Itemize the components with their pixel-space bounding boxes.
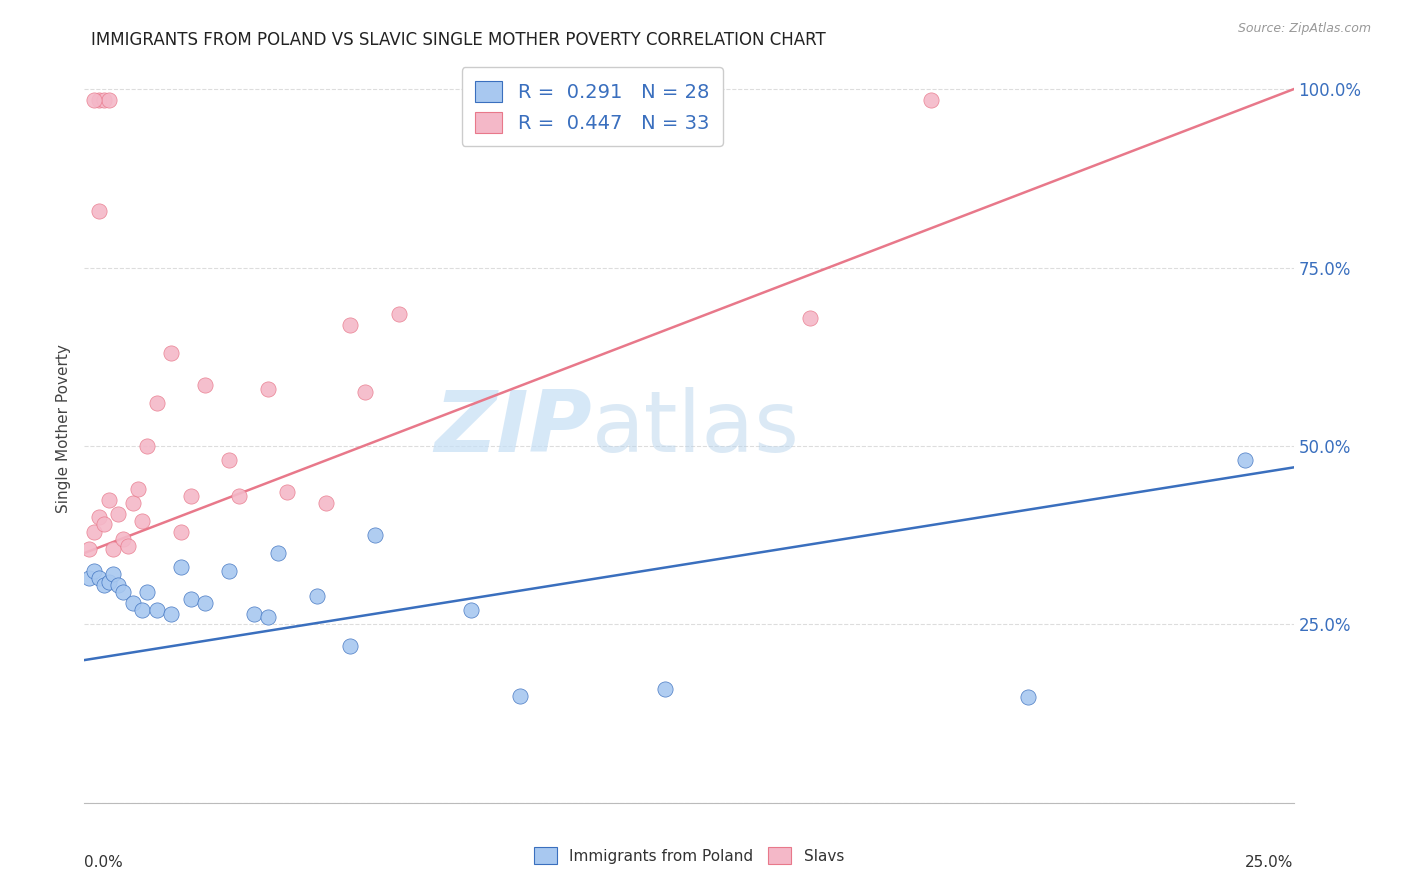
Point <box>136 439 159 453</box>
Point <box>305 589 328 603</box>
Point <box>276 485 298 500</box>
Point <box>194 378 217 392</box>
Point <box>242 607 264 621</box>
Point <box>146 396 169 410</box>
Point <box>87 93 110 107</box>
Point <box>267 546 290 560</box>
Point <box>388 307 411 321</box>
Point <box>920 93 942 107</box>
Point <box>654 681 676 696</box>
Point <box>460 603 482 617</box>
Point <box>228 489 250 503</box>
Point <box>160 607 183 621</box>
Text: ZIP: ZIP <box>434 386 592 470</box>
Point <box>509 689 531 703</box>
Point <box>117 539 139 553</box>
Point <box>97 93 120 107</box>
Point <box>77 542 100 557</box>
Point <box>354 385 377 400</box>
Point <box>339 639 361 653</box>
Point <box>257 382 280 396</box>
Point <box>170 524 193 539</box>
Point <box>121 496 143 510</box>
Point <box>127 482 149 496</box>
Point <box>93 93 115 107</box>
Point <box>146 603 169 617</box>
Point <box>194 596 217 610</box>
Point <box>87 203 110 218</box>
Point <box>339 318 361 332</box>
Point <box>131 514 153 528</box>
Point <box>87 571 110 585</box>
Point <box>107 507 129 521</box>
Point <box>1017 690 1039 705</box>
Point <box>136 585 159 599</box>
Point <box>180 592 202 607</box>
Point <box>180 489 202 503</box>
Point <box>83 93 105 107</box>
Point <box>93 517 115 532</box>
Point <box>315 496 337 510</box>
Point <box>112 585 135 599</box>
Point <box>93 578 115 592</box>
Text: 25.0%: 25.0% <box>1246 855 1294 871</box>
Point <box>87 510 110 524</box>
Point <box>218 453 240 467</box>
Point <box>83 524 105 539</box>
Point <box>257 610 280 624</box>
Legend: Immigrants from Poland, Slavs: Immigrants from Poland, Slavs <box>527 841 851 870</box>
Point <box>103 542 125 557</box>
Point <box>363 528 385 542</box>
Point <box>107 578 129 592</box>
Point <box>799 310 821 325</box>
Point <box>83 564 105 578</box>
Text: IMMIGRANTS FROM POLAND VS SLAVIC SINGLE MOTHER POVERTY CORRELATION CHART: IMMIGRANTS FROM POLAND VS SLAVIC SINGLE … <box>91 31 827 49</box>
Point <box>97 574 120 589</box>
Point <box>131 603 153 617</box>
Point <box>121 596 143 610</box>
Point <box>160 346 183 360</box>
Point <box>77 571 100 585</box>
Point <box>170 560 193 574</box>
Point <box>103 567 125 582</box>
Y-axis label: Single Mother Poverty: Single Mother Poverty <box>56 343 72 513</box>
Text: atlas: atlas <box>592 386 800 470</box>
Text: 0.0%: 0.0% <box>84 855 124 871</box>
Text: Source: ZipAtlas.com: Source: ZipAtlas.com <box>1237 22 1371 36</box>
Point <box>97 492 120 507</box>
Point <box>218 564 240 578</box>
Point <box>1234 453 1257 467</box>
Point <box>112 532 135 546</box>
